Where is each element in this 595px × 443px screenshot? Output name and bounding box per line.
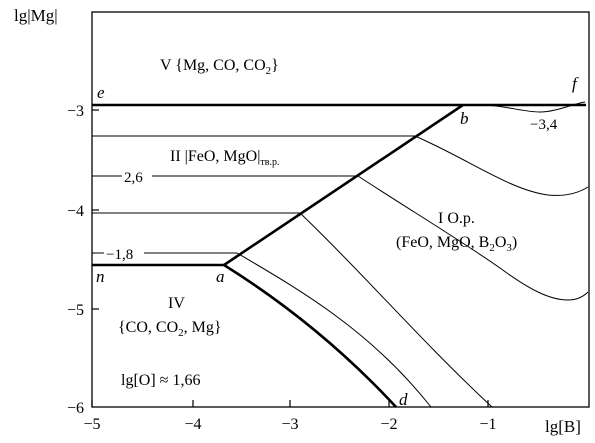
region-v-end: } [271, 57, 279, 74]
y-tick-label: −4 [67, 203, 84, 220]
region-ii-text: II |FeO, MgO| [170, 148, 260, 165]
isoline-1 [92, 135, 589, 196]
region-iv-text: {CO, CO [118, 319, 178, 336]
isoline-5 [462, 101, 586, 113]
region-i-mid: O [495, 234, 507, 251]
region-i-label-1: I O.p. [438, 210, 475, 227]
region-ii-label: II |FeO, MgO|тв.р. [170, 148, 280, 168]
region-iv-label-2: {CO, CO2, Mg} [118, 319, 222, 339]
region-v-text: V {Mg, CO, CO [160, 57, 266, 74]
isoline-2 [92, 175, 589, 301]
region-v-sub: 2 [266, 65, 272, 77]
condition-label: lg[O] ≈ 1,66 [121, 372, 200, 389]
boundary-a-b [223, 103, 464, 267]
y-axis-title: lg|Mg| [14, 6, 58, 25]
region-iv-label-1: IV [168, 295, 185, 312]
point-a-label: a [216, 267, 225, 286]
x-tick-label: −1 [479, 416, 496, 433]
isoline-label-3-4: −3,4 [530, 117, 558, 133]
point-d-label: d [399, 390, 408, 409]
x-axis-title: lg[B] [545, 417, 581, 436]
isoline-label-2-6: 2,6 [124, 170, 143, 186]
point-f-label: f [572, 74, 579, 93]
region-iv-sub: 2 [178, 327, 184, 339]
region-ii-sub: тв.р. [260, 157, 279, 168]
region-iv-end: , Mg} [184, 319, 222, 336]
region-i-sub2: 3 [506, 242, 512, 254]
isoline-label-1-8: −1,8 [106, 247, 133, 263]
y-ticks [92, 109, 99, 310]
isoline-label-bg [122, 167, 152, 185]
region-i-sub: 2 [489, 242, 495, 254]
x-tick-label: −2 [380, 416, 397, 433]
region-i-end: ) [512, 234, 517, 251]
x-tick-label: −5 [83, 416, 100, 433]
y-tick-label: −3 [67, 103, 84, 120]
boundary-a-d [223, 263, 397, 408]
y-tick-label: −6 [67, 400, 84, 417]
point-e-label: e [97, 83, 105, 102]
isolines [92, 101, 589, 408]
isoline-4 [92, 252, 432, 408]
point-n-label: n [96, 267, 105, 286]
region-i-text: (FeO, MgO, B [396, 234, 489, 251]
region-v-label: V {Mg, CO, CO2} [160, 57, 279, 77]
isoline-label-bg [104, 244, 144, 262]
isoline-3 [92, 212, 493, 408]
x-tick-label: −4 [184, 416, 201, 433]
y-tick-label: −5 [67, 302, 84, 319]
point-b-label: b [460, 109, 469, 128]
region-i-label-2: (FeO, MgO, B2O3) [396, 234, 517, 254]
x-tick-label: −3 [281, 416, 298, 433]
